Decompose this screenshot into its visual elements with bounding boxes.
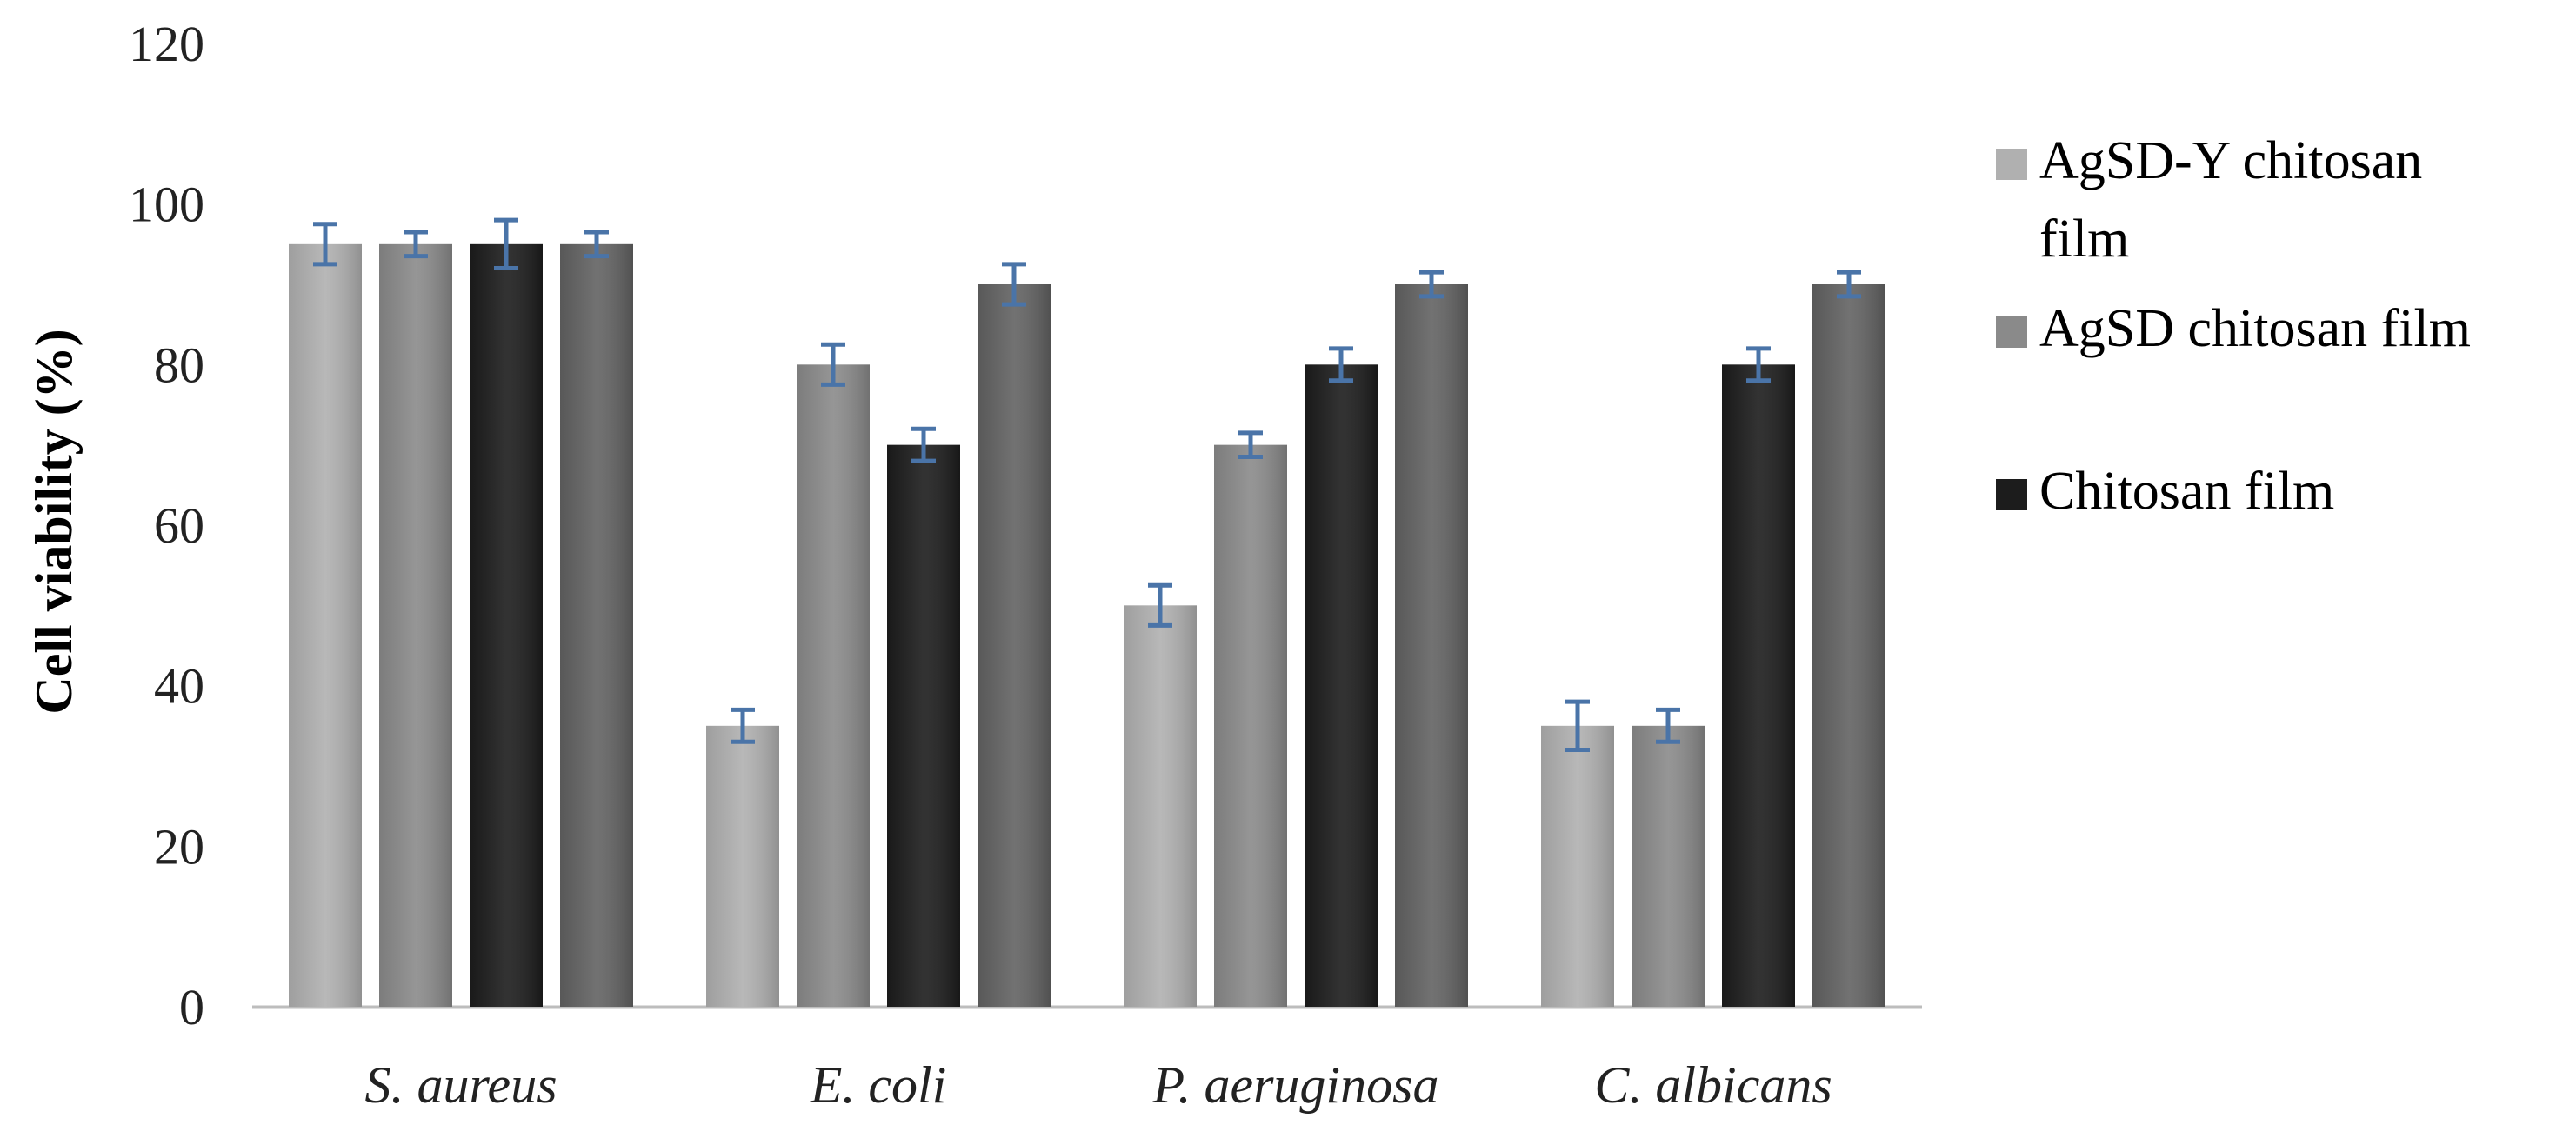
y-tick-label: 80 <box>154 336 204 393</box>
error-bar <box>731 707 755 744</box>
y-tick-label: 0 <box>179 979 204 1035</box>
category-label: C. albicans <box>1594 1056 1832 1114</box>
error-bar <box>404 230 428 259</box>
legend-label: film <box>2039 210 2129 269</box>
y-tick-label: 40 <box>154 658 204 715</box>
bar-shading <box>797 364 870 1007</box>
error-bar <box>1329 346 1353 383</box>
error-bar <box>584 230 609 259</box>
error-bar <box>1837 270 1861 299</box>
error-bar <box>1565 699 1590 753</box>
category-label: E. coli <box>810 1056 947 1114</box>
y-tick-label: 100 <box>129 176 204 233</box>
error-bar <box>1238 430 1263 460</box>
legend-label: AgSD-Y chitosan <box>2039 131 2422 190</box>
error-bar <box>1419 270 1444 299</box>
y-tick-label: 20 <box>154 818 204 875</box>
error-bar <box>1002 262 1026 307</box>
category-label: P. aeruginosa <box>1152 1056 1439 1114</box>
y-tick-label: 120 <box>129 16 204 72</box>
error-bar <box>1656 707 1680 744</box>
bar-shading <box>1124 605 1197 1007</box>
bar-shading <box>1305 364 1378 1007</box>
legend-label: Chitosan film <box>2039 462 2334 521</box>
legend: AgSD-Y chitosan film AgSD chitosan film Chi… <box>1996 131 2471 521</box>
legend-label: AgSD chitosan film <box>2039 299 2471 358</box>
error-bar <box>1148 582 1172 628</box>
bar-shading <box>289 243 362 1007</box>
y-axis-label: Cell viability (%) <box>25 329 83 714</box>
error-bar <box>911 426 936 463</box>
y-axis-ticks: 0 20 40 60 80 100 120 <box>129 16 204 1035</box>
error-bars-group <box>313 217 1861 753</box>
bar-shading <box>1541 725 1614 1007</box>
error-bar <box>1746 346 1771 383</box>
bar-shading <box>560 243 633 1007</box>
error-bar <box>821 342 845 387</box>
bar-shading <box>1722 364 1795 1007</box>
bars-group <box>289 243 1885 1008</box>
bar-shading <box>978 284 1051 1007</box>
bar-shading <box>1214 444 1287 1008</box>
legend-swatch <box>1996 479 2027 510</box>
bar-shading <box>1812 284 1885 1007</box>
bar-shading <box>379 243 452 1007</box>
bar-shading <box>887 444 960 1008</box>
bar-shading <box>1632 725 1705 1007</box>
error-bar <box>494 217 518 271</box>
error-bar <box>313 222 337 267</box>
legend-swatch <box>1996 149 2027 180</box>
bar-shading <box>1395 284 1468 1007</box>
bar-shading <box>470 243 543 1007</box>
category-labels: S. aureus E. coli P. aeruginosa C. albicans <box>364 1056 1832 1114</box>
category-label: S. aureus <box>364 1056 557 1114</box>
y-tick-label: 60 <box>154 497 204 554</box>
legend-swatch <box>1996 316 2027 348</box>
bar-shading <box>706 725 779 1007</box>
